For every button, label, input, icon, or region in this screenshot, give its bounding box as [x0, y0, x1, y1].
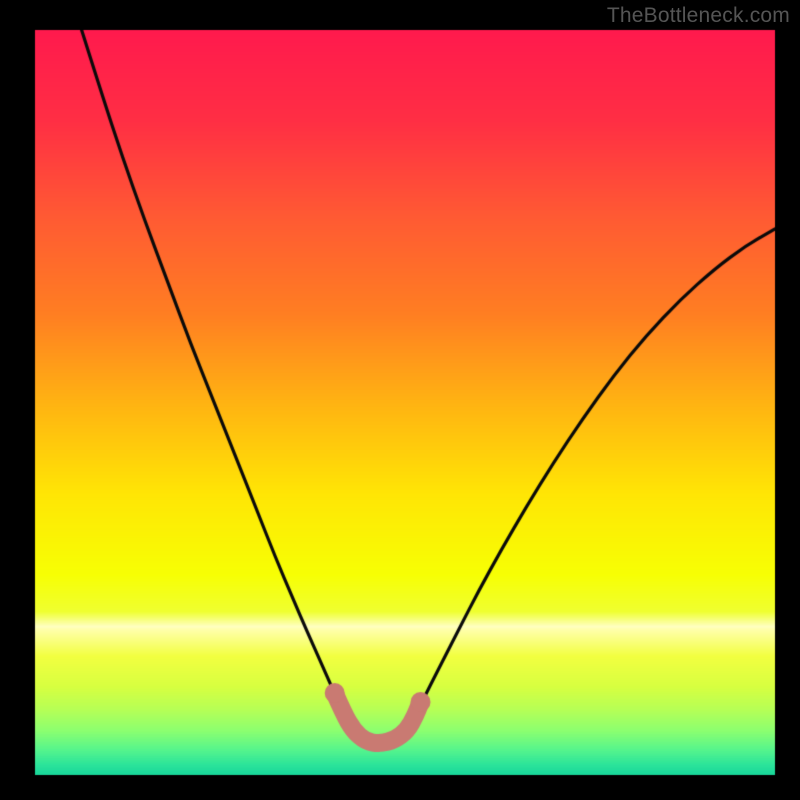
watermark-label: TheBottleneck.com: [607, 4, 790, 28]
bottleneck-chart-canvas: [0, 0, 800, 800]
